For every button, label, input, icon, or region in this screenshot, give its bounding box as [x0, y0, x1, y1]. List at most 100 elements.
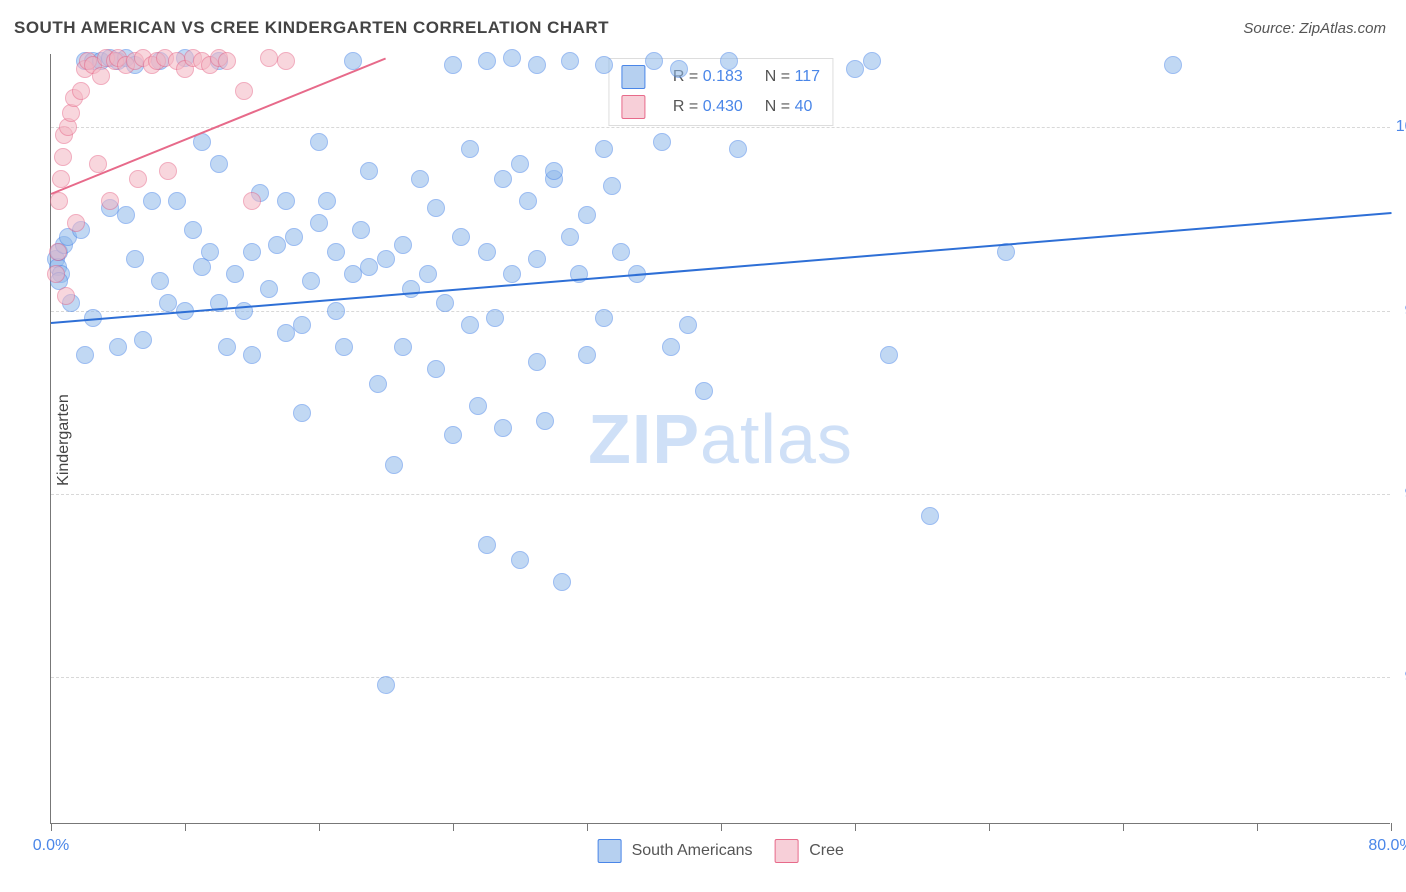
data-point[interactable] — [511, 551, 529, 569]
data-point[interactable] — [595, 56, 613, 74]
data-point[interactable] — [394, 338, 412, 356]
data-point[interactable] — [57, 287, 75, 305]
data-point[interactable] — [478, 243, 496, 261]
data-point[interactable] — [1164, 56, 1182, 74]
data-point[interactable] — [670, 60, 688, 78]
data-point[interactable] — [54, 148, 72, 166]
data-point[interactable] — [419, 265, 437, 283]
data-point[interactable] — [427, 199, 445, 217]
data-point[interactable] — [159, 162, 177, 180]
data-point[interactable] — [235, 82, 253, 100]
data-point[interactable] — [218, 52, 236, 70]
data-point[interactable] — [285, 228, 303, 246]
data-point[interactable] — [377, 676, 395, 694]
data-point[interactable] — [662, 338, 680, 356]
data-point[interactable] — [67, 214, 85, 232]
data-point[interactable] — [360, 258, 378, 276]
r-value-blue[interactable]: 0.183 — [703, 68, 743, 85]
data-point[interactable] — [595, 140, 613, 158]
data-point[interactable] — [360, 162, 378, 180]
data-point[interactable] — [494, 170, 512, 188]
data-point[interactable] — [310, 133, 328, 151]
n-value-blue[interactable]: 117 — [795, 68, 821, 85]
data-point[interactable] — [143, 192, 161, 210]
data-point[interactable] — [126, 250, 144, 268]
data-point[interactable] — [653, 133, 671, 151]
data-point[interactable] — [511, 155, 529, 173]
data-point[interactable] — [210, 155, 228, 173]
data-point[interactable] — [129, 170, 147, 188]
data-point[interactable] — [921, 507, 939, 525]
data-point[interactable] — [427, 360, 445, 378]
data-point[interactable] — [444, 56, 462, 74]
data-point[interactable] — [218, 338, 236, 356]
data-point[interactable] — [151, 272, 169, 290]
data-point[interactable] — [76, 346, 94, 364]
data-point[interactable] — [385, 456, 403, 474]
data-point[interactable] — [134, 331, 152, 349]
data-point[interactable] — [92, 67, 110, 85]
data-point[interactable] — [243, 243, 261, 261]
data-point[interactable] — [377, 250, 395, 268]
data-point[interactable] — [553, 573, 571, 591]
data-point[interactable] — [327, 302, 345, 320]
data-point[interactable] — [117, 206, 135, 224]
data-point[interactable] — [478, 52, 496, 70]
data-point[interactable] — [243, 346, 261, 364]
data-point[interactable] — [168, 192, 186, 210]
data-point[interactable] — [310, 214, 328, 232]
data-point[interactable] — [268, 236, 286, 254]
data-point[interactable] — [394, 236, 412, 254]
data-point[interactable] — [50, 192, 68, 210]
data-point[interactable] — [411, 170, 429, 188]
data-point[interactable] — [436, 294, 454, 312]
data-point[interactable] — [302, 272, 320, 290]
data-point[interactable] — [201, 243, 219, 261]
data-point[interactable] — [461, 316, 479, 334]
data-point[interactable] — [369, 375, 387, 393]
data-point[interactable] — [578, 206, 596, 224]
data-point[interactable] — [444, 426, 462, 444]
data-point[interactable] — [235, 302, 253, 320]
data-point[interactable] — [863, 52, 881, 70]
data-point[interactable] — [536, 412, 554, 430]
data-point[interactable] — [494, 419, 512, 437]
data-point[interactable] — [293, 316, 311, 334]
data-point[interactable] — [528, 250, 546, 268]
data-point[interactable] — [478, 536, 496, 554]
data-point[interactable] — [277, 52, 295, 70]
data-point[interactable] — [184, 221, 202, 239]
data-point[interactable] — [469, 397, 487, 415]
data-point[interactable] — [846, 60, 864, 78]
data-point[interactable] — [226, 265, 244, 283]
data-point[interactable] — [293, 404, 311, 422]
data-point[interactable] — [335, 338, 353, 356]
data-point[interactable] — [318, 192, 336, 210]
data-point[interactable] — [561, 52, 579, 70]
data-point[interactable] — [503, 265, 521, 283]
data-point[interactable] — [503, 49, 521, 67]
data-point[interactable] — [645, 52, 663, 70]
data-point[interactable] — [461, 140, 479, 158]
data-point[interactable] — [528, 353, 546, 371]
data-point[interactable] — [603, 177, 621, 195]
data-point[interactable] — [260, 280, 278, 298]
data-point[interactable] — [101, 192, 119, 210]
data-point[interactable] — [486, 309, 504, 327]
data-point[interactable] — [612, 243, 630, 261]
r-value-pink[interactable]: 0.430 — [703, 98, 743, 115]
n-value-pink[interactable]: 40 — [795, 98, 813, 115]
data-point[interactable] — [327, 243, 345, 261]
data-point[interactable] — [452, 228, 470, 246]
data-point[interactable] — [880, 346, 898, 364]
data-point[interactable] — [578, 346, 596, 364]
data-point[interactable] — [595, 309, 613, 327]
data-point[interactable] — [49, 243, 67, 261]
data-point[interactable] — [528, 56, 546, 74]
data-point[interactable] — [695, 382, 713, 400]
data-point[interactable] — [679, 316, 697, 334]
data-point[interactable] — [519, 192, 537, 210]
data-point[interactable] — [561, 228, 579, 246]
data-point[interactable] — [109, 338, 127, 356]
data-point[interactable] — [352, 221, 370, 239]
